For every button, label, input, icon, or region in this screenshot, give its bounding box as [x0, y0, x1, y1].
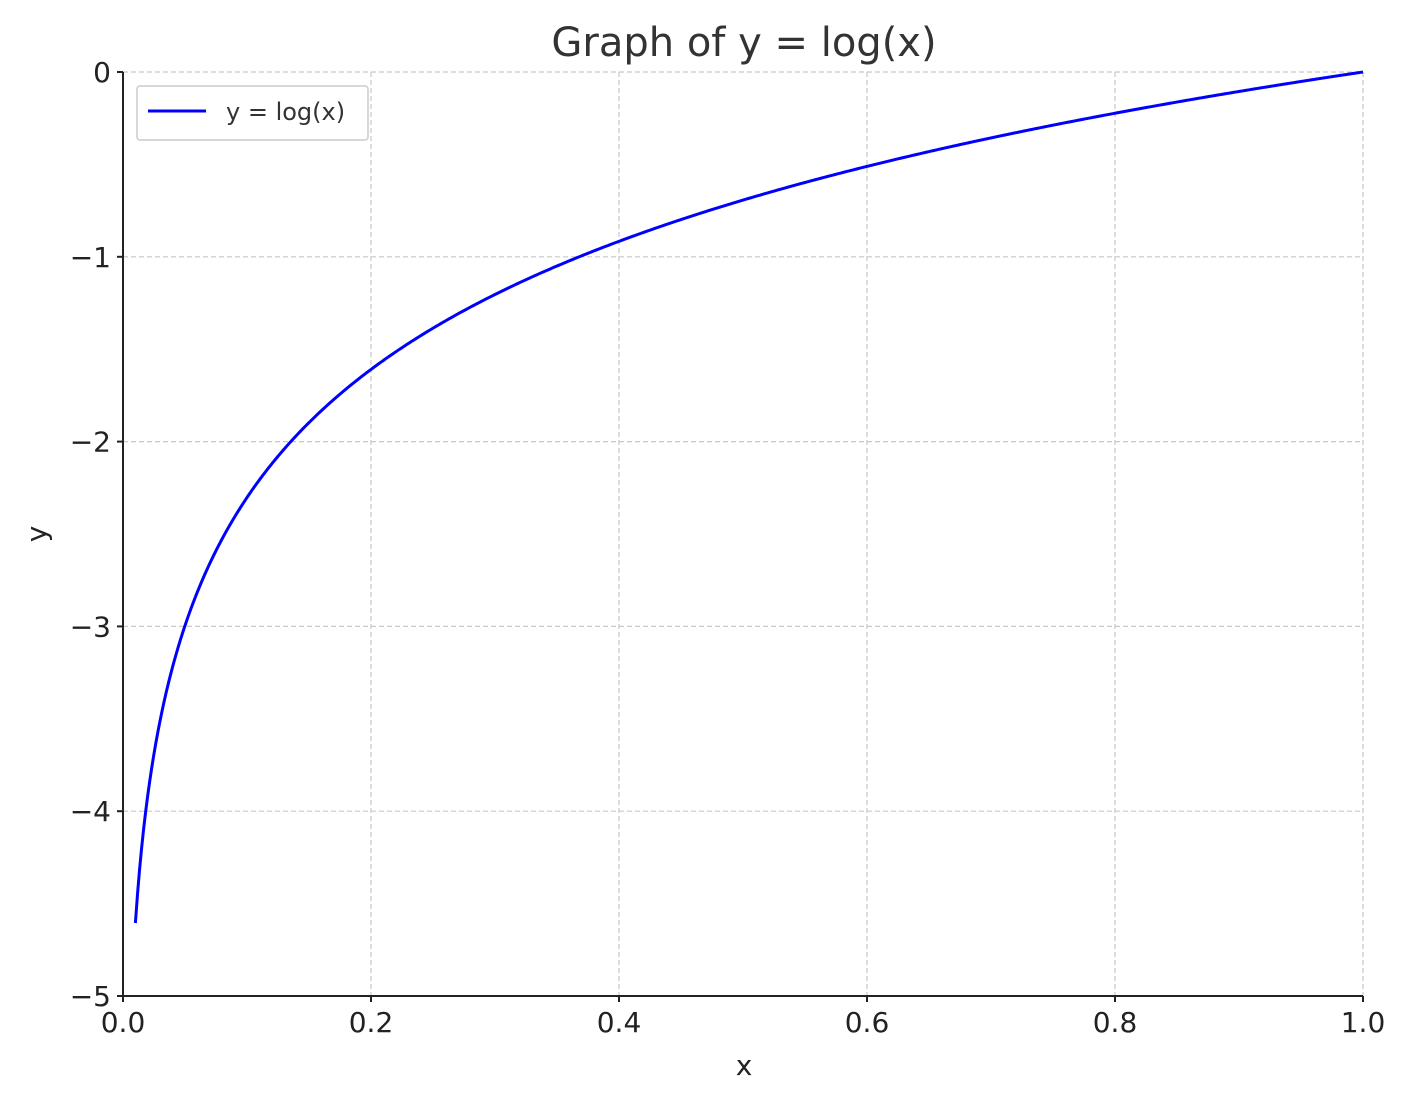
series-line — [133, 70, 1364, 924]
x-tick-label: 0.4 — [597, 1006, 642, 1039]
x-axis-label: x — [736, 1049, 753, 1082]
y-tick-label: −3 — [70, 610, 111, 643]
ticks: 0.0 0.2 0.4 0.6 0.8 1.0 0 −1 −2 −3 −4 −5 — [70, 56, 1386, 1039]
grid — [122, 71, 1364, 997]
legend-frame — [136, 85, 369, 141]
series-layer — [133, 70, 1364, 924]
x-tick-label: 0.8 — [1093, 1006, 1138, 1039]
x-tick-label: 0.2 — [349, 1006, 394, 1039]
y-tick-label: −2 — [70, 426, 111, 459]
legend: y = log(x) — [136, 85, 369, 141]
x-tick-label: 0.6 — [845, 1006, 890, 1039]
y-tick-label: −4 — [70, 795, 111, 828]
x-tick-label: 1.0 — [1341, 1006, 1386, 1039]
y-tick-label: −1 — [70, 241, 111, 274]
y-axis-label: y — [20, 526, 53, 543]
legend-label: y = log(x) — [226, 98, 345, 126]
y-tick-label: 0 — [93, 56, 111, 89]
x-tick-label: 0.0 — [101, 1006, 146, 1039]
chart-title: Graph of y = log(x) — [551, 20, 936, 66]
y-tick-label: −5 — [70, 980, 111, 1013]
axes — [122, 72, 1363, 997]
